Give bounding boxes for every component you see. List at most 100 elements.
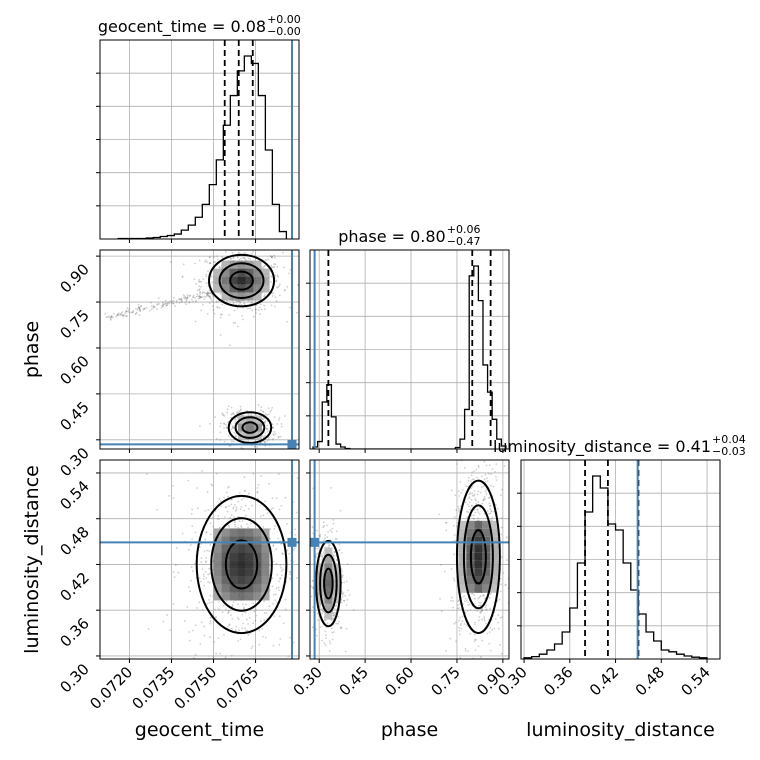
sample-point [333,613,336,615]
sample-point [264,636,267,639]
sample-point [452,600,455,602]
sample-point [232,227,234,229]
sample-point [458,633,461,636]
sample-point [323,642,326,645]
sample-point [316,612,319,615]
sample-point [189,639,191,642]
sample-point [238,492,241,494]
sample-point [307,520,309,522]
sample-point [197,297,200,300]
sample-point [261,266,264,269]
sample-point [230,440,233,443]
sample-point [224,516,226,518]
sample-point [149,309,151,312]
density-cell [474,568,483,577]
title-geocent_time: geocent_time = 0.08 [98,17,266,37]
sample-point [263,293,266,296]
sample-point [473,594,476,596]
sample-point [186,606,189,608]
density-cell [490,584,499,593]
axes-layer [96,39,721,665]
contour-level-0 [208,253,276,308]
sample-point [186,297,189,300]
sample-point [305,267,307,269]
sample-point [192,294,195,297]
sample-point [237,251,240,254]
sample-point [472,514,475,517]
sample-point [172,570,175,573]
sample-point [160,306,163,309]
sample-point [179,299,182,301]
sample-point [202,303,204,306]
sample-point [485,488,488,491]
sample-point [340,598,343,601]
sample-point [301,573,303,575]
sample-point [270,275,273,278]
sample-point [162,303,164,306]
sample-point [315,628,318,631]
sample-point [477,456,479,458]
sample-point [203,550,206,552]
sample-point [262,526,265,528]
sample-point [280,422,283,425]
sample-point [495,479,498,481]
sample-point [152,304,155,307]
sample-point [200,309,203,312]
sample-point [194,262,196,265]
sample-point [211,601,214,604]
sample-point [216,255,218,258]
sample-point [284,289,286,292]
sample-point [230,514,233,516]
sample-point [230,416,233,419]
sample-point [223,496,226,499]
sample-point [488,502,491,505]
sample-point [511,559,513,561]
sample-point [510,613,512,615]
sample-point [458,607,461,610]
sample-point [277,537,280,540]
density-cell [253,260,262,269]
sample-point [263,600,265,603]
sample-point [485,608,488,611]
sample-point [471,494,474,497]
sample-point [192,296,195,299]
sample-point [474,511,477,514]
density-cell [458,560,467,569]
sample-point [482,485,485,488]
sample-point [109,318,112,321]
sample-point [195,295,198,298]
sample-point [266,439,269,442]
sample-point [344,594,346,597]
sample-point [242,606,245,609]
sample-point [227,612,229,614]
sample-point [189,590,191,593]
sample-point [218,526,221,529]
sample-point [125,310,128,313]
sample-point [209,297,212,300]
sample-point [244,258,247,261]
sample-point [224,251,227,253]
sample-point [269,537,272,540]
sample-point [131,311,134,314]
sample-point [244,663,246,665]
sample-point [137,306,140,309]
sample-point [175,299,178,302]
sample-point [481,610,483,613]
sample-point [137,303,140,306]
sample-point [205,577,208,579]
sample-point [225,505,228,508]
sample-point [459,481,462,483]
sample-point [135,312,137,315]
density-cell [221,276,230,285]
sample-point [199,457,201,459]
sample-point [489,593,492,595]
sample-point [259,306,261,309]
sample-point [272,544,275,546]
sample-point [219,334,222,337]
sample-point [213,261,215,264]
sample-point [202,291,205,294]
density-cell [245,576,254,585]
sample-point [228,344,231,347]
sample-point [232,256,235,259]
x-tick-label-luminosity_distance-2: 0.42 [586,663,622,699]
